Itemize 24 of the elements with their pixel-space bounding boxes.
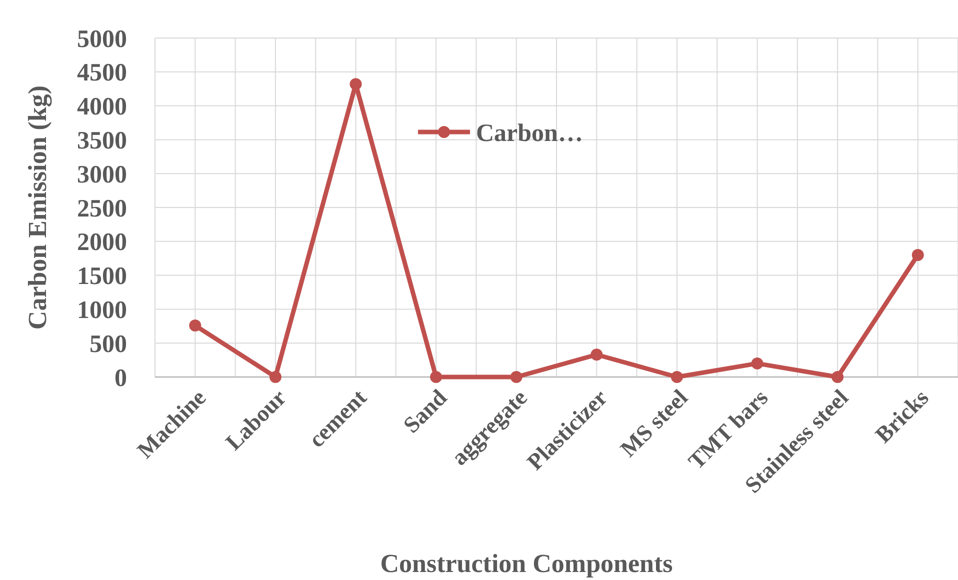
x-axis-title: Construction Components: [380, 549, 673, 578]
y-tick-label: 1500: [77, 263, 127, 290]
y-tick-label: 4500: [77, 60, 127, 87]
y-tick-label: 0: [114, 364, 127, 392]
point: [832, 371, 844, 383]
y-tick-label: 2000: [77, 229, 127, 256]
y-tick-label: 4000: [77, 94, 127, 121]
y-axis-title: Carbon Emission (kg): [23, 85, 52, 330]
point: [912, 248, 924, 261]
y-tick-label: 500: [90, 330, 127, 358]
y-tick-label: 3000: [77, 161, 127, 188]
point: [510, 371, 522, 383]
y-tick-label: 5000: [77, 26, 127, 53]
point: [590, 348, 603, 361]
y-tick-label: 1000: [77, 296, 127, 324]
point: [430, 371, 442, 383]
point: [670, 371, 683, 383]
y-tick-label: 2500: [77, 195, 127, 222]
point: [269, 371, 282, 383]
point: [751, 357, 764, 370]
point: [189, 319, 202, 332]
y-tick-label: 3500: [77, 127, 127, 154]
legend-label: Carbon…: [476, 120, 583, 147]
point: [350, 78, 362, 90]
